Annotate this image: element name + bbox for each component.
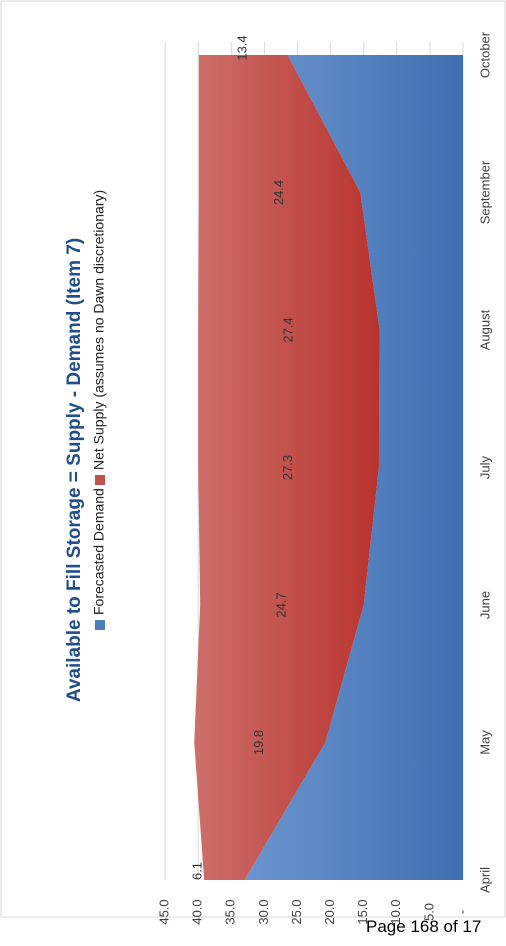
value-tick-label: 15.0 [355, 899, 370, 924]
value-tick-label: 35.0 [223, 899, 238, 924]
category-label: July [477, 455, 492, 479]
legend-label: Net Supply (assumes no Dawn discretionar… [91, 190, 107, 470]
value-tick-label: 5.0 [421, 903, 436, 921]
data-label: 6.1 [189, 862, 204, 880]
category-label: April [477, 867, 492, 893]
data-label: 27.3 [280, 455, 295, 480]
category-label: June [477, 591, 492, 619]
plot-areas [194, 55, 463, 880]
data-label: 13.4 [235, 35, 250, 60]
value-tick-label: 10.0 [388, 899, 403, 924]
value-tick-label: 40.0 [190, 899, 205, 924]
value-tick-label: 45.0 [157, 899, 172, 924]
title-group: Available to Fill Storage = Supply - Dem… [64, 238, 85, 702]
legend-swatch [95, 475, 105, 485]
category-label: October [477, 31, 492, 78]
legend: Forecasted Demand Net Supply (assumes no … [91, 190, 107, 630]
data-label: 24.4 [271, 180, 286, 205]
category-label: August [477, 309, 492, 350]
chart-frame [0, 0, 506, 918]
data-label: 19.8 [251, 730, 266, 755]
category-axis: April May June July August September October [477, 31, 492, 893]
area-net-supply [194, 55, 380, 880]
legend-label: Forecasted Demand [91, 488, 107, 615]
value-tick-label: 25.0 [289, 899, 304, 924]
category-label: May [477, 730, 492, 755]
data-label: 27.4 [280, 317, 295, 342]
value-tick-label: 20.0 [322, 899, 337, 924]
category-label: September [477, 160, 492, 224]
data-labels: 6.1 19.8 24.7 27.3 27.4 24.4 13.4 [189, 35, 295, 880]
page-footer: Page 168 of 17 [366, 917, 482, 936]
value-axis: - 5.0 10.0 15.0 20.0 25.0 30.0 35.0 40.0 45.0 [157, 899, 470, 924]
value-tick-label: - [454, 910, 469, 914]
legend-swatch [95, 620, 105, 630]
value-tick-label: 30.0 [256, 899, 271, 924]
chart-title: Available to Fill Storage = Supply - Dem… [64, 238, 85, 702]
data-label: 24.7 [273, 592, 288, 617]
area-forecasted-demand [244, 55, 463, 880]
